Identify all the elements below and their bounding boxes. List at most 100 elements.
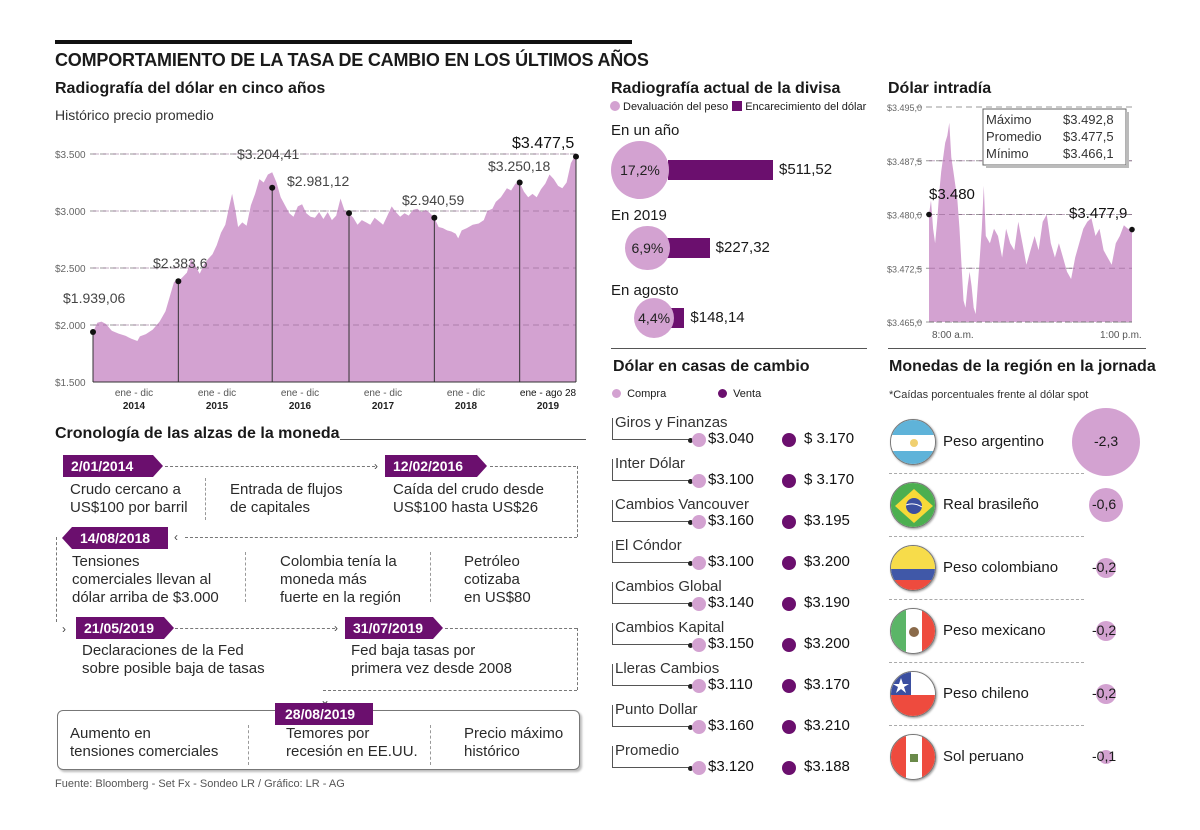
flag-colombia-icon bbox=[890, 545, 936, 591]
dollar-increase-value: $227,32 bbox=[715, 239, 770, 256]
change-value: -2,3 bbox=[1094, 433, 1119, 449]
x-tick-year: 2017 bbox=[372, 401, 395, 412]
change-bubble bbox=[1095, 620, 1117, 642]
annotation-point bbox=[175, 278, 182, 285]
compra-value: $3.120 bbox=[708, 758, 754, 775]
title-rule bbox=[55, 40, 632, 44]
timeline-connector bbox=[445, 628, 577, 629]
compra-value: $3.140 bbox=[708, 594, 754, 611]
radiografia-title: Radiografía actual de la divisa bbox=[611, 80, 841, 97]
x-tick-year: 2016 bbox=[289, 401, 312, 412]
venta-value: $3.190 bbox=[804, 594, 850, 611]
y-tick-label: $3.000 bbox=[55, 207, 86, 218]
venta-dot-icon bbox=[782, 556, 796, 570]
venta-dot-icon bbox=[782, 679, 796, 693]
annotation-point bbox=[926, 211, 932, 218]
change-bubble bbox=[1095, 683, 1117, 705]
arrow-down-icon: ⌄ bbox=[320, 693, 331, 707]
summary-box-shadow bbox=[1126, 112, 1129, 168]
timeline-item: Caída del crudo desde US$100 hasta US$26 bbox=[393, 481, 544, 516]
legend-label: Compra bbox=[627, 388, 667, 400]
annotation-point bbox=[431, 214, 438, 221]
timeline-date-2016: 12/02/2016 bbox=[385, 455, 487, 477]
casa-bracket bbox=[612, 541, 690, 563]
timeline-item: Colombia tenía la moneda más fuerte en l… bbox=[280, 553, 401, 606]
annotation-label: $3.477,5 bbox=[512, 135, 574, 152]
monedas-title: Monedas de la región en la jornada bbox=[889, 358, 1156, 375]
moneda-name: Sol peruano bbox=[943, 748, 1024, 765]
compra-dot-icon bbox=[692, 433, 706, 447]
x-tick-year: 2019 bbox=[537, 401, 560, 412]
annotation-label: $3.204,41 bbox=[237, 146, 299, 162]
casa-name: Giros y Finanzas bbox=[615, 414, 728, 431]
venta-value: $3.200 bbox=[804, 553, 850, 570]
timeline-title-rule bbox=[340, 439, 586, 440]
summary-value: $3.477,5 bbox=[1063, 129, 1114, 144]
connector-dot bbox=[688, 684, 693, 689]
casa-bracket bbox=[612, 664, 690, 686]
venta-value: $3.188 bbox=[804, 758, 850, 775]
annotation-label: $2.981,12 bbox=[287, 173, 349, 189]
timeline-item: Crudo cercano a US$100 por barril bbox=[70, 481, 188, 516]
timeline-item: Aumento en tensiones comerciales bbox=[70, 725, 219, 760]
compra-value: $3.100 bbox=[708, 471, 754, 488]
timeline-item: Temores por recesión en EE.UU. bbox=[286, 725, 418, 760]
intradia-title: Dólar intradía bbox=[888, 80, 992, 97]
summary-value: $3.492,8 bbox=[1063, 112, 1114, 127]
compra-value: $3.040 bbox=[708, 430, 754, 447]
timeline-date-2019-05: 21/05/2019 bbox=[76, 617, 174, 639]
flag-argentina-icon bbox=[890, 419, 936, 465]
timeline-title: Cronología de las alzas de la moneda bbox=[55, 425, 340, 442]
x-tick-period: ene - dic bbox=[281, 388, 319, 399]
compra-dot-icon bbox=[612, 389, 621, 398]
timeline-date-2019-08: 28/08/2019 bbox=[275, 703, 373, 725]
y-tick-label: $1.500 bbox=[55, 378, 86, 389]
casa-bracket bbox=[612, 623, 690, 645]
compra-dot-icon bbox=[692, 720, 706, 734]
compra-dot-icon bbox=[692, 474, 706, 488]
flag-chile-icon bbox=[890, 671, 936, 717]
connector-dot bbox=[688, 479, 693, 484]
moneda-name: Peso colombiano bbox=[943, 559, 1059, 576]
venta-dot-icon bbox=[782, 597, 796, 611]
casa-name: Cambios Global bbox=[615, 578, 722, 595]
casa-name: El Cóndor bbox=[615, 537, 682, 554]
venta-value: $3.170 bbox=[804, 676, 850, 693]
source-note: Fuente: Bloomberg - Set Fx - Sondeo LR /… bbox=[55, 778, 345, 790]
radiografia-category: En agosto bbox=[611, 282, 679, 299]
compra-dot-icon bbox=[692, 556, 706, 570]
connector-dot bbox=[688, 725, 693, 730]
annotation-label: $3.480 bbox=[929, 186, 975, 203]
legend-square-icon bbox=[732, 101, 743, 111]
moneda-name: Peso argentino bbox=[943, 433, 1044, 450]
casa-bracket bbox=[612, 582, 690, 604]
row-separator bbox=[889, 725, 1084, 726]
summary-value: $3.466,1 bbox=[1063, 146, 1114, 161]
area-series bbox=[93, 156, 576, 382]
timeline-item: Declaraciones de la Fed sobre posible ba… bbox=[82, 642, 265, 677]
historico-title: Radiografía del dólar en cinco años bbox=[55, 80, 326, 97]
y-tick-label: $2.000 bbox=[55, 321, 86, 332]
timeline-divider bbox=[245, 552, 246, 602]
change-bubble bbox=[1088, 487, 1124, 523]
annotation-point bbox=[573, 153, 579, 160]
casa-bracket bbox=[612, 746, 690, 768]
y-tick-label: $3.472,5 bbox=[887, 264, 922, 274]
change-value: -0,2 bbox=[1092, 685, 1117, 701]
section-rule bbox=[888, 348, 1146, 349]
y-tick-label: $3.465,0 bbox=[887, 318, 922, 328]
annotation-point bbox=[90, 328, 96, 335]
monedas-note: *Caídas porcentuales frente al dólar spo… bbox=[889, 389, 1089, 401]
x-tick-period: ene - dic bbox=[447, 388, 485, 399]
dollar-increase-value: $511,52 bbox=[779, 161, 833, 178]
compra-dot-icon bbox=[692, 761, 706, 775]
x-tick-period: ene - ago 28 bbox=[520, 388, 577, 399]
historico-subtitle: Histórico precio promedio bbox=[55, 107, 214, 123]
compra-value: $3.150 bbox=[708, 635, 754, 652]
timeline-item: Entrada de flujos de capitales bbox=[230, 481, 343, 516]
legend-label: Encarecimiento del dólar bbox=[745, 101, 867, 113]
connector-dot bbox=[688, 520, 693, 525]
annotation-label: $3.477,9 bbox=[1069, 205, 1127, 222]
devaluation-bubble: 4,4% bbox=[634, 297, 675, 339]
timeline-divider bbox=[248, 725, 249, 765]
